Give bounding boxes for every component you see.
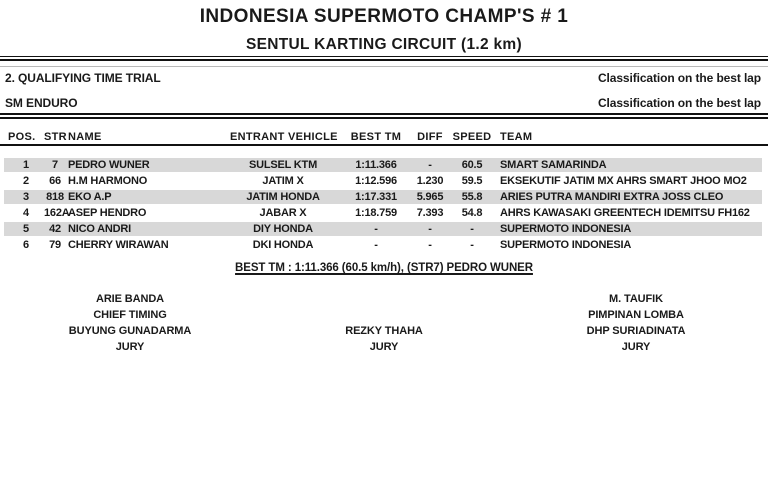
official-spacer — [264, 307, 504, 323]
cell-pos: 6 — [23, 239, 29, 251]
cell-best-tm: 1:18.759 — [355, 207, 397, 219]
circuit-title: SENTUL KARTING CIRCUIT (1.2 km) — [246, 36, 522, 53]
official-name: DHP SURIADINATA — [586, 325, 686, 337]
officials-column-center: REZKY THAHA JURY — [264, 291, 504, 355]
section-double-rule — [0, 113, 768, 119]
cell-diff: - — [428, 223, 432, 235]
cell-str: 42 — [49, 223, 61, 235]
cell-str: 79 — [49, 239, 61, 251]
col-best-tm: BEST TM — [350, 131, 402, 143]
class-heading-row: SM ENDURO Classification on the best lap — [5, 96, 761, 110]
cell-best-tm: 1:17.331 — [355, 191, 397, 203]
official-spacer — [264, 291, 504, 307]
table-row: 6 79 CHERRY WIRAWAN DKI HONDA - - - SUPE… — [4, 238, 762, 252]
col-pos: POS. — [8, 131, 36, 143]
cell-pos: 1 — [23, 159, 29, 171]
cell-entrant: DIY HONDA — [253, 223, 313, 235]
officials-column-right: M. TAUFIK PIMPINAN LOMBA DHP SURIADINATA… — [516, 291, 756, 355]
cell-name: EKO A.P — [68, 191, 112, 203]
cell-team: ARIES PUTRA MANDIRI EXTRA JOSS CLEO — [500, 191, 724, 203]
cell-pos: 3 — [23, 191, 29, 203]
cell-team: SUPERMOTO INDONESIA — [500, 223, 632, 235]
classification-note: Classification on the best lap — [597, 96, 761, 110]
cell-best-tm: - — [374, 223, 378, 235]
table-row: 5 42 NICO ANDRI DIY HONDA - - - SUPERMOT… — [4, 222, 762, 236]
cell-speed: 55.8 — [461, 191, 483, 203]
officials-column-left: ARIE BANDA CHIEF TIMING BUYUNG GUNADARMA… — [10, 291, 250, 355]
col-entrant-vehicle: ENTRANT VEHICLE — [230, 131, 338, 143]
col-speed: SPEED — [452, 131, 492, 143]
table-row: 1 7 PEDRO WUNER SULSEL KTM 1:11.366 - 60… — [4, 158, 762, 172]
cell-name: CHERRY WIRAWAN — [68, 239, 169, 251]
table-row: 4 162A ASEP HENDRO JABAR X 1:18.759 7.39… — [4, 206, 762, 220]
cell-team: SMART SAMARINDA — [500, 159, 607, 171]
official-role: CHIEF TIMING — [93, 309, 167, 321]
cell-diff: 1.230 — [416, 175, 444, 187]
official-role: JURY — [621, 341, 651, 353]
cell-speed: 54.8 — [461, 207, 483, 219]
col-name: NAME — [68, 131, 102, 143]
cell-diff: 5.965 — [416, 191, 444, 203]
cell-entrant: DKI HONDA — [252, 239, 314, 251]
official-role: PIMPINAN LOMBA — [588, 309, 684, 321]
cell-str: 66 — [49, 175, 61, 187]
cell-str: 818 — [46, 191, 64, 203]
best-lap-summary: BEST TM : 1:11.366 (60.5 km/h), (STR7) P… — [235, 262, 533, 274]
cell-best-tm: 1:12.596 — [355, 175, 397, 187]
table-row: 2 66 H.M HARMONO JATIM X 1:12.596 1.230 … — [4, 174, 762, 188]
official-name: REZKY THAHA — [345, 325, 423, 337]
table-row: 3 818 EKO A.P JATIM HONDA 1:17.331 5.965… — [4, 190, 762, 204]
cell-pos: 5 — [23, 223, 29, 235]
cell-name: NICO ANDRI — [68, 223, 131, 235]
official-role: JURY — [369, 341, 399, 353]
classification-note: Classification on the best lap — [597, 71, 761, 85]
cell-team: EKSEKUTIF JATIM MX AHRS SMART JHOO MO2 — [500, 175, 747, 187]
official-role: JURY — [115, 341, 145, 353]
cell-speed: 60.5 — [461, 159, 483, 171]
cell-name: H.M HARMONO — [68, 175, 148, 187]
cell-str: 7 — [52, 159, 58, 171]
cell-pos: 4 — [23, 207, 29, 219]
faint-rule — [0, 66, 768, 67]
cell-diff: 7.393 — [416, 207, 444, 219]
cell-speed: - — [470, 223, 474, 235]
cell-best-tm: - — [374, 239, 378, 251]
cell-entrant: SULSEL KTM — [248, 159, 318, 171]
class-name: SM ENDURO — [5, 96, 78, 110]
cell-str: 162A — [44, 207, 70, 219]
official-name: M. TAUFIK — [609, 293, 663, 305]
top-double-rule — [0, 56, 768, 61]
cell-entrant: JATIM HONDA — [246, 191, 320, 203]
cell-speed: - — [470, 239, 474, 251]
cell-entrant: JATIM X — [262, 175, 304, 187]
cell-entrant: JABAR X — [259, 207, 307, 219]
official-name: BUYUNG GUNADARMA — [68, 325, 192, 337]
cell-diff: - — [428, 159, 432, 171]
session-heading-row: 2. QUALIFYING TIME TRIAL Classification … — [5, 71, 761, 85]
cell-diff: - — [428, 239, 432, 251]
session-heading: 2. QUALIFYING TIME TRIAL — [5, 71, 161, 85]
cell-best-tm: 1:11.366 — [355, 159, 397, 171]
col-str: STR — [44, 131, 67, 143]
cell-team: SUPERMOTO INDONESIA — [500, 239, 632, 251]
cell-team: AHRS KAWASAKI GREENTECH IDEMITSU FH162 — [500, 207, 750, 219]
cell-pos: 2 — [23, 175, 29, 187]
results-table-body: 1 7 PEDRO WUNER SULSEL KTM 1:11.366 - 60… — [4, 158, 762, 254]
official-name: ARIE BANDA — [95, 293, 165, 305]
col-diff: DIFF — [417, 131, 443, 143]
table-header: POS. STR NAME ENTRANT VEHICLE BEST TM DI… — [0, 131, 768, 146]
cell-speed: 59.5 — [461, 175, 483, 187]
cell-name: ASEP HENDRO — [68, 207, 147, 219]
col-team: TEAM — [500, 131, 533, 143]
event-title: INDONESIA SUPERMOTO CHAMP'S # 1 — [199, 6, 569, 27]
cell-name: PEDRO WUNER — [68, 159, 150, 171]
